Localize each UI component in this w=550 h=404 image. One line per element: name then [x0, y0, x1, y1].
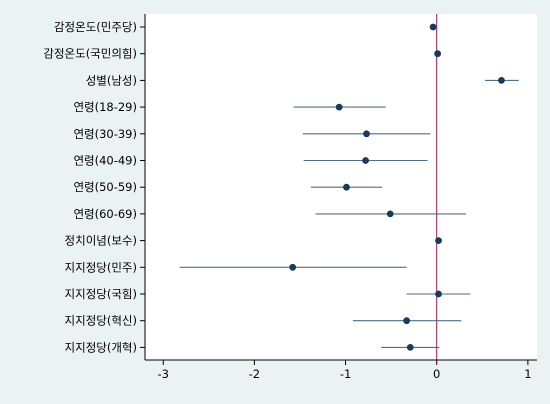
y-tick-label: 지지정당(국힘) — [65, 287, 137, 301]
y-tick-label: 감정온도(민주당) — [54, 20, 137, 34]
y-tick-label: 성별(남성) — [86, 73, 137, 87]
y-tick-label: 연령(30-39) — [73, 127, 137, 141]
y-tick-label: 지지정당(민주) — [65, 260, 137, 274]
x-tick-label: -3 — [157, 367, 168, 381]
y-tick-label: 감정온도(국민의힘) — [43, 47, 137, 61]
y-tick-label: 연령(18-29) — [73, 100, 137, 114]
estimate-point — [335, 103, 343, 111]
point-layer — [289, 23, 505, 351]
x-tick-label: -2 — [249, 367, 260, 381]
estimate-point — [363, 130, 370, 138]
x-label-layer: -3 -2 -1 0 1 — [157, 367, 531, 381]
estimate-point — [343, 183, 350, 191]
estimate-point — [435, 237, 442, 245]
estimate-point — [406, 344, 414, 351]
y-label-layer: 감정온도(민주당) 감정온도(국민의힘) 성별(남성) 연령(18-29) 연령(30-… — [43, 20, 137, 354]
y-tick-label: 지지정당(개혁) — [65, 340, 137, 354]
y-tick-label: 연령(60-69) — [73, 207, 137, 221]
x-tick-label: 0 — [433, 367, 440, 381]
y-tick-label: 정치이념(보수) — [65, 234, 137, 248]
x-tick-label: 1 — [524, 367, 531, 381]
axis-layer — [140, 14, 537, 365]
y-tick-label: 지지정당(혁신) — [65, 314, 137, 328]
estimate-point — [386, 210, 394, 218]
estimate-point — [498, 77, 505, 84]
y-tick-label: 연령(50-59) — [73, 180, 137, 194]
estimate-point — [435, 290, 442, 298]
y-tick-label: 연령(40-49) — [73, 154, 137, 168]
estimate-point — [362, 157, 370, 164]
estimate-point — [429, 23, 437, 31]
estimate-point — [434, 50, 442, 58]
x-tick-label: -1 — [340, 367, 351, 381]
estimate-point — [403, 317, 411, 325]
estimate-point — [289, 263, 297, 271]
